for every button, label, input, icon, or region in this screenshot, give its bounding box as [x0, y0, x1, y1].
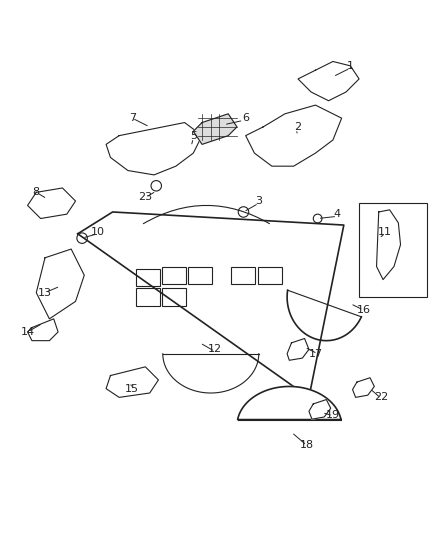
Text: 7: 7	[128, 113, 135, 123]
Bar	[358, 203, 426, 297]
Text: 11: 11	[378, 227, 392, 237]
Text: 16: 16	[356, 305, 370, 315]
Polygon shape	[286, 338, 308, 360]
Text: 1: 1	[346, 61, 353, 71]
Text: 6: 6	[242, 113, 249, 123]
Text: 15: 15	[125, 384, 139, 394]
Text: 22: 22	[373, 392, 387, 402]
Text: 19: 19	[325, 410, 339, 420]
Polygon shape	[28, 319, 58, 341]
Polygon shape	[36, 249, 84, 319]
Text: 17: 17	[308, 349, 322, 359]
Polygon shape	[308, 400, 330, 419]
Polygon shape	[237, 386, 340, 419]
Text: 8: 8	[33, 187, 40, 197]
Text: 5: 5	[189, 131, 196, 141]
Polygon shape	[245, 105, 341, 166]
Polygon shape	[376, 210, 399, 280]
Polygon shape	[106, 367, 158, 398]
Polygon shape	[352, 378, 374, 398]
Text: 13: 13	[38, 288, 52, 297]
Text: 4: 4	[333, 209, 340, 219]
Text: 12: 12	[208, 344, 222, 354]
Polygon shape	[297, 61, 358, 101]
Text: 23: 23	[138, 192, 152, 201]
Text: 3: 3	[254, 196, 261, 206]
Text: 14: 14	[21, 327, 35, 337]
Text: 2: 2	[294, 122, 301, 132]
Polygon shape	[106, 123, 201, 175]
Polygon shape	[28, 188, 75, 219]
Text: 10: 10	[90, 227, 104, 237]
Polygon shape	[193, 114, 237, 144]
Text: 18: 18	[299, 440, 313, 450]
